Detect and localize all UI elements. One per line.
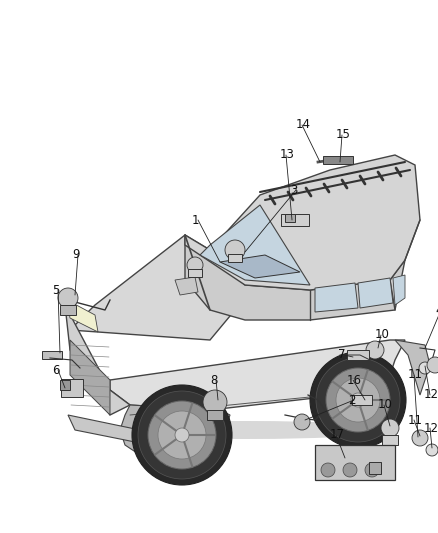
Circle shape	[310, 352, 406, 448]
Circle shape	[138, 391, 226, 479]
Text: 16: 16	[347, 374, 362, 386]
Text: 8: 8	[210, 374, 217, 386]
Circle shape	[419, 362, 431, 374]
FancyBboxPatch shape	[228, 254, 242, 262]
Circle shape	[326, 368, 390, 432]
Circle shape	[316, 358, 400, 442]
Polygon shape	[200, 205, 310, 285]
Circle shape	[343, 463, 357, 477]
Text: 15: 15	[336, 128, 351, 141]
FancyBboxPatch shape	[285, 214, 295, 222]
Circle shape	[58, 288, 78, 308]
Polygon shape	[70, 340, 110, 415]
Polygon shape	[110, 340, 405, 410]
Circle shape	[381, 419, 399, 437]
Polygon shape	[67, 300, 98, 332]
Text: 1: 1	[192, 214, 199, 227]
Polygon shape	[325, 370, 395, 424]
Circle shape	[366, 341, 384, 359]
Polygon shape	[220, 255, 300, 278]
Text: 6: 6	[52, 364, 60, 376]
FancyBboxPatch shape	[281, 214, 309, 226]
Polygon shape	[393, 275, 405, 305]
Circle shape	[321, 463, 335, 477]
Circle shape	[203, 390, 227, 414]
Text: 13: 13	[280, 149, 295, 161]
Text: 10: 10	[375, 328, 390, 342]
Polygon shape	[395, 340, 430, 395]
Circle shape	[336, 378, 380, 422]
FancyBboxPatch shape	[188, 269, 202, 277]
Polygon shape	[70, 235, 260, 340]
Circle shape	[158, 411, 206, 459]
Polygon shape	[175, 277, 198, 295]
Polygon shape	[315, 283, 358, 312]
Circle shape	[175, 428, 189, 442]
Text: 5: 5	[52, 284, 60, 296]
FancyBboxPatch shape	[323, 156, 353, 164]
FancyBboxPatch shape	[60, 305, 76, 315]
Text: 11: 11	[408, 414, 423, 426]
FancyBboxPatch shape	[315, 445, 395, 480]
Circle shape	[187, 257, 203, 273]
Polygon shape	[68, 415, 150, 445]
FancyBboxPatch shape	[60, 380, 70, 390]
Circle shape	[294, 414, 310, 430]
Text: 10: 10	[378, 399, 393, 411]
Circle shape	[426, 444, 438, 456]
Text: 4: 4	[435, 303, 438, 317]
FancyBboxPatch shape	[61, 379, 83, 397]
FancyBboxPatch shape	[352, 395, 372, 405]
Circle shape	[365, 463, 379, 477]
Circle shape	[412, 430, 428, 446]
Polygon shape	[120, 405, 230, 460]
Polygon shape	[358, 278, 393, 308]
Text: 3: 3	[290, 183, 297, 197]
Text: 11: 11	[408, 368, 423, 382]
Circle shape	[132, 385, 232, 485]
Text: 12: 12	[424, 389, 438, 401]
Circle shape	[351, 393, 365, 407]
Ellipse shape	[95, 421, 395, 439]
Text: 12: 12	[424, 422, 438, 434]
FancyBboxPatch shape	[207, 410, 223, 420]
Text: 14: 14	[296, 118, 311, 132]
FancyBboxPatch shape	[369, 462, 381, 474]
Circle shape	[148, 401, 216, 469]
Text: 7: 7	[338, 349, 346, 361]
FancyBboxPatch shape	[347, 350, 369, 360]
Circle shape	[427, 357, 438, 373]
Polygon shape	[185, 155, 420, 290]
Text: 2: 2	[348, 393, 356, 407]
Text: 17: 17	[330, 429, 345, 441]
Polygon shape	[65, 305, 130, 415]
FancyBboxPatch shape	[382, 435, 398, 445]
Text: 9: 9	[72, 248, 80, 262]
Circle shape	[225, 240, 245, 260]
FancyBboxPatch shape	[42, 351, 62, 359]
Polygon shape	[185, 235, 405, 320]
